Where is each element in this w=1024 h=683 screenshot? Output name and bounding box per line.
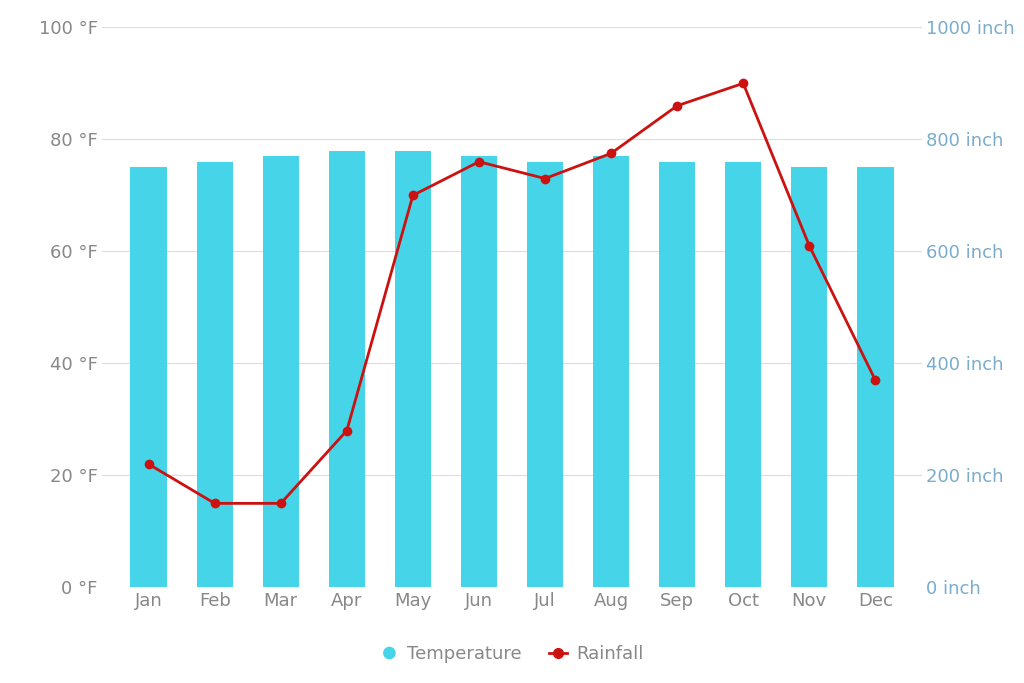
Bar — [659, 162, 695, 587]
Bar — [857, 167, 894, 587]
Bar — [593, 156, 630, 587]
Bar — [394, 150, 431, 587]
Bar — [461, 156, 497, 587]
Legend: Temperature, Rainfall: Temperature, Rainfall — [373, 638, 651, 671]
Bar — [329, 150, 365, 587]
Bar — [262, 156, 299, 587]
Bar — [792, 167, 827, 587]
Bar — [725, 162, 762, 587]
Bar — [527, 162, 563, 587]
Bar — [197, 162, 232, 587]
Bar — [130, 167, 167, 587]
